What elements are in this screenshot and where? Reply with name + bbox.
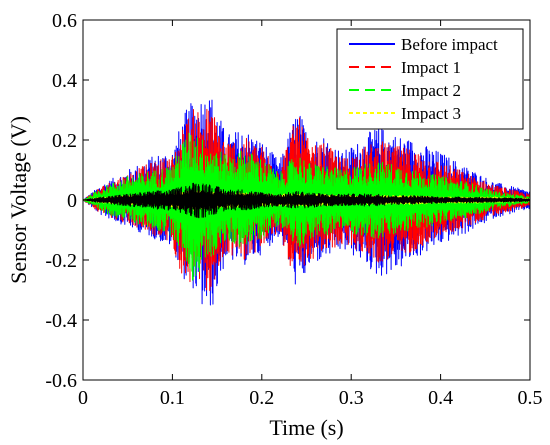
y-tick-label: 0.2 (52, 130, 77, 152)
legend-label: Impact 3 (401, 104, 461, 123)
legend-label: Impact 2 (401, 81, 461, 100)
x-tick-label: 0.3 (339, 387, 364, 409)
legend-label: Before impact (401, 35, 498, 54)
series-line-2 (82, 132, 531, 281)
y-axis-label: Sensor Voltage (V) (6, 116, 31, 284)
y-tick-label: -0.6 (45, 370, 77, 392)
x-tick-label: 0.2 (249, 387, 274, 409)
legend-label: Impact 1 (401, 58, 461, 77)
x-tick-label: 0.4 (428, 387, 453, 409)
x-tick-label: 0.5 (518, 387, 543, 409)
axis-tick-labels: 0 0.1 0.2 0.3 0.4 0.5 -0.6 -0.4 -0.2 0 0.2 0.4 0.6 (45, 10, 542, 409)
y-tick-label: 0 (67, 190, 77, 212)
legend-box (336, 28, 524, 130)
x-tick-label: 0.1 (160, 387, 185, 409)
y-tick-label: 0.6 (52, 10, 77, 32)
legend: Before impact Impact 1 Impact 2 Impact 3 (336, 28, 524, 130)
x-tick-label: 0 (78, 387, 88, 409)
series-line-4 (82, 182, 531, 219)
y-tick-label: 0.4 (52, 70, 77, 92)
series-layer (82, 99, 531, 306)
x-axis-label: Time (s) (269, 415, 343, 440)
axis-ticks (82, 19, 531, 381)
y-tick-label: -0.4 (45, 310, 77, 332)
y-tick-label: -0.2 (45, 250, 77, 272)
